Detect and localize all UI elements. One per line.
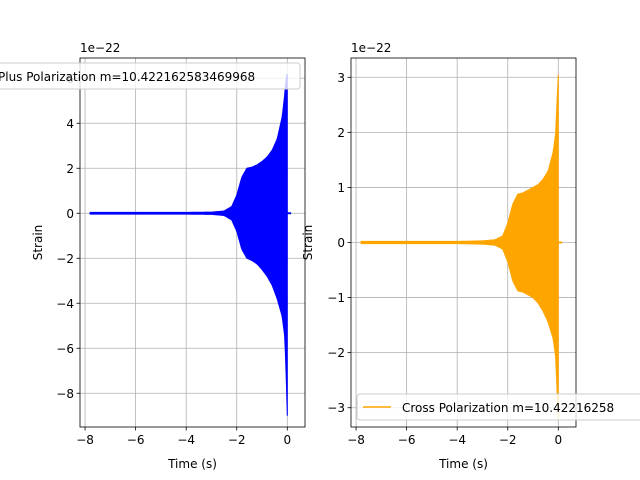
right-x-tick-label: 0 [554, 433, 562, 447]
legend-entry-cross: Cross Polarization m=10.42216258 [402, 401, 614, 415]
left-x-tick-label: −8 [76, 433, 94, 447]
plus-polarization-panel: −8−6−4−20−8−6−4−20246 1e−22 Time (s) Str… [0, 41, 306, 471]
right-x-tick-label: −4 [448, 433, 466, 447]
left-x-tick-label: −4 [177, 433, 195, 447]
right-y-tick-label: −1 [327, 291, 345, 305]
left-x-tick-label: 0 [283, 433, 291, 447]
y-axis-label-left: Strain [31, 225, 45, 261]
offset-text-right: 1e−22 [351, 41, 391, 55]
x-axis-label-left: Time (s) [167, 457, 217, 471]
axes-frame-left [79, 57, 306, 428]
right-y-tick-label: 1 [337, 181, 345, 195]
left-y-tick-label: −6 [56, 342, 74, 356]
right-y-tick-label: 3 [337, 71, 345, 85]
left-x-tick-label: −2 [228, 433, 246, 447]
left-y-tick-label: 0 [66, 207, 74, 221]
right-y-tick-label: −3 [327, 401, 345, 415]
right-x-tick-label: −2 [499, 433, 517, 447]
ticks-right: −8 −6 −4 −2 0 −3 −2 −1 0 1 2 3 [327, 71, 562, 447]
right-x-tick-label: −6 [398, 433, 416, 447]
ticks-left: −8−6−4−20−8−6−4−20246 [56, 72, 291, 447]
right-y-tick-label: −2 [327, 346, 345, 360]
right-y-tick-label: 0 [337, 236, 345, 250]
legend-right: Cross Polarization m=10.42216258 [356, 393, 640, 421]
legend-left: Plus Polarization m=10.422162583469968 [0, 62, 301, 90]
right-y-tick-label: 2 [337, 126, 345, 140]
right-x-tick-label: −8 [347, 433, 365, 447]
left-y-tick-label: −4 [56, 297, 74, 311]
legend-box-left [0, 62, 301, 90]
x-axis-label-right: Time (s) [438, 457, 488, 471]
cross-polarization-panel: −8 −6 −4 −2 0 −3 −2 −1 0 1 2 3 1e−22 Time (s) Strai… [301, 41, 640, 471]
left-y-tick-label: −2 [56, 252, 74, 266]
left-x-tick-label: −6 [127, 433, 145, 447]
left-y-tick-label: 4 [66, 117, 74, 131]
left-y-tick-label: −8 [56, 387, 74, 401]
offset-text-left: 1e−22 [80, 41, 120, 55]
legend-box-right [356, 393, 640, 421]
series-line-plus-polarization [89, 73, 288, 416]
left-y-tick-label: 2 [66, 162, 74, 176]
y-axis-label-right: Strain [301, 225, 315, 261]
legend-entry-plus: Plus Polarization m=10.422162583469968 [0, 70, 255, 84]
